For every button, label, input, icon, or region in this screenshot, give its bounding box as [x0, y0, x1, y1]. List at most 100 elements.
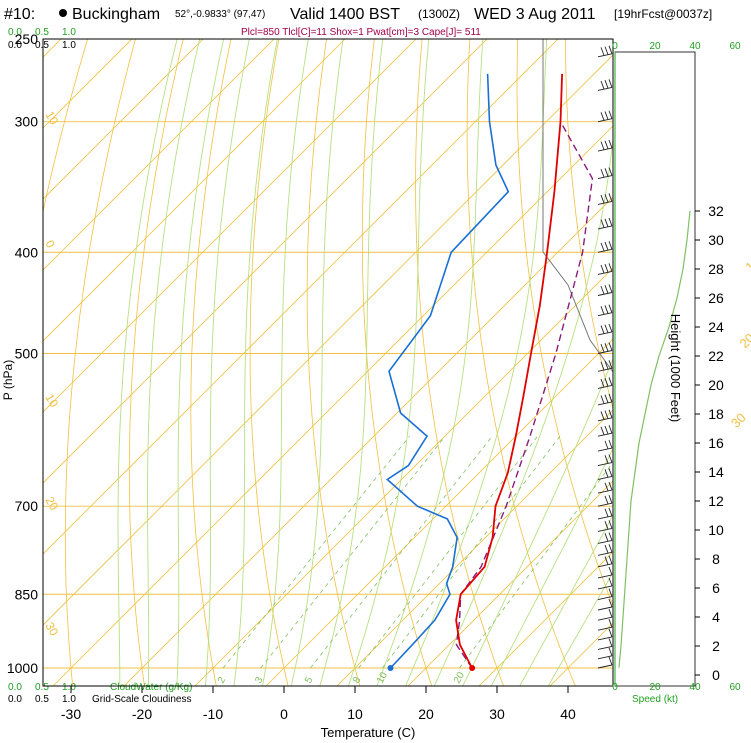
dewpoint-line — [385, 73, 510, 669]
wind-barb-flag — [600, 411, 605, 420]
height-tick-label: 10 — [708, 522, 724, 538]
forecast-tag: [19hrFcst@0037z] — [614, 7, 712, 21]
sounding-profiles — [385, 39, 613, 671]
temperature-tick-label: 40 — [560, 706, 576, 722]
moist-adiabat — [290, 39, 344, 686]
wind-barb-staff — [597, 664, 613, 669]
tick-label: 0.5 — [35, 40, 49, 51]
wind-barb-flag — [604, 305, 609, 314]
isotherm-line — [43, 39, 275, 271]
mixing-ratio-label: 3 — [253, 675, 266, 686]
wind-barb-flag — [600, 112, 605, 121]
wind-barb-flag — [608, 241, 613, 250]
wind-barb-staff — [597, 53, 613, 58]
wind-barb-flag — [608, 45, 613, 54]
dry-adiabat — [466, 39, 576, 686]
dry-adiabat — [128, 39, 184, 686]
wind-barb-flag — [608, 393, 613, 403]
wind-barb-staff — [597, 447, 613, 452]
wind-barb-flag — [604, 533, 609, 542]
wind-barb-flag — [604, 378, 609, 387]
wind-barb-flag — [604, 495, 609, 505]
wind-barb-flag — [608, 304, 613, 313]
wind-barb-staff — [597, 175, 613, 179]
wind-barb-flag — [608, 439, 613, 449]
wind-barb-flag — [600, 242, 605, 252]
wind-barb-flag — [608, 577, 613, 587]
height-tick-label: 16 — [708, 435, 724, 451]
pressure-tick-label: 1000 — [7, 660, 38, 676]
height-tick-label: 4 — [712, 609, 720, 625]
wind-barb-flag — [608, 566, 613, 576]
isotherm-line — [43, 39, 204, 200]
wind-barb-flag — [608, 507, 613, 517]
tick-label: 0.0 — [8, 27, 22, 38]
height-tick-label: 28 — [708, 261, 724, 277]
wind-barb-flag — [604, 241, 609, 251]
dry-adiabat-label: 30 — [42, 620, 61, 639]
wind-barb-staff — [597, 384, 613, 389]
wind-barb-staff — [597, 527, 613, 532]
isotherm-line — [336, 409, 613, 686]
pressure-tick-label: 850 — [15, 586, 39, 602]
tick-label: 1.0 — [62, 682, 76, 693]
pressure-tick-label: 400 — [15, 244, 39, 260]
height-tick-label: 22 — [708, 348, 724, 364]
wind-barb-flag — [608, 454, 613, 463]
temperature-tick-label: 0 — [280, 706, 288, 722]
isotherm-label: 30 — [728, 410, 749, 431]
temperature-tick-label: 10 — [347, 706, 363, 722]
wind-barb-flag — [600, 361, 605, 371]
mixing-ratio-line — [222, 435, 410, 669]
wind-barb-flag — [600, 285, 605, 295]
mixing-ratio-line — [260, 435, 446, 669]
wind-barb-flag — [608, 323, 613, 333]
mixing-ratio-label: 2 — [216, 675, 229, 686]
speed-bottom-tick-label: 20 — [649, 682, 661, 693]
wind-barb-staff — [597, 270, 613, 275]
wind-barb-flag — [608, 520, 613, 529]
pressure-tick-label: 300 — [15, 114, 39, 130]
wind-barb-flag — [608, 555, 613, 564]
speed-bottom-tick-label: 40 — [689, 682, 701, 693]
isotherm-line — [478, 551, 613, 686]
wind-barb-staff — [597, 147, 613, 152]
isotherm-label: 10 — [742, 254, 751, 275]
height-tick-label: 26 — [708, 290, 724, 306]
wind-barb-flag — [608, 193, 613, 202]
moist-adiabat — [347, 39, 430, 686]
moist-adiabat — [204, 39, 250, 686]
tick-label: 0.5 — [35, 682, 49, 693]
wind-barb-flag — [608, 360, 613, 369]
isotherm-line — [43, 39, 559, 555]
wind-speed-line — [618, 210, 691, 668]
mixing-ratio-label: 10 — [375, 670, 390, 686]
surface-dewpoint-marker — [387, 665, 394, 671]
wind-barb-flag — [604, 218, 609, 227]
wind-barb-flag — [608, 638, 613, 647]
tick-label: 0.0 — [8, 694, 22, 705]
wind-barb-staff — [597, 585, 613, 590]
wind-barb-flag — [600, 426, 605, 435]
isotherm-line — [0, 20, 9, 690]
cloud-bottom-cloud-scale: 0.0 0.5 1.0 Grid-Scale Cloudiness — [8, 694, 192, 705]
tick-label: 1.0 — [62, 27, 76, 38]
wind-barb-staff — [597, 401, 613, 406]
station-id: #10: — [4, 6, 35, 23]
surface-temperature-marker — [469, 665, 476, 671]
isotherm-label: 20 — [737, 330, 751, 351]
dry-adiabat — [190, 39, 232, 686]
pressure-tick-label: 500 — [15, 346, 39, 362]
tick-label: 0.0 — [8, 682, 22, 693]
wind-barb-flag — [604, 508, 609, 517]
wind-barb-staff — [597, 489, 613, 494]
dry-adiabat — [249, 39, 289, 686]
speed-bottom-tick-label: 0 — [612, 682, 618, 693]
wind-barb-flag — [600, 194, 605, 204]
height-tick-label: 0 — [712, 667, 720, 683]
isotherm-line — [407, 480, 613, 686]
cloud-top-cloud-scale: 0.0 0.5 1.0 — [8, 40, 76, 51]
moist-adiabat — [490, 447, 613, 686]
mixing-ratio-label: 8 — [351, 675, 364, 686]
